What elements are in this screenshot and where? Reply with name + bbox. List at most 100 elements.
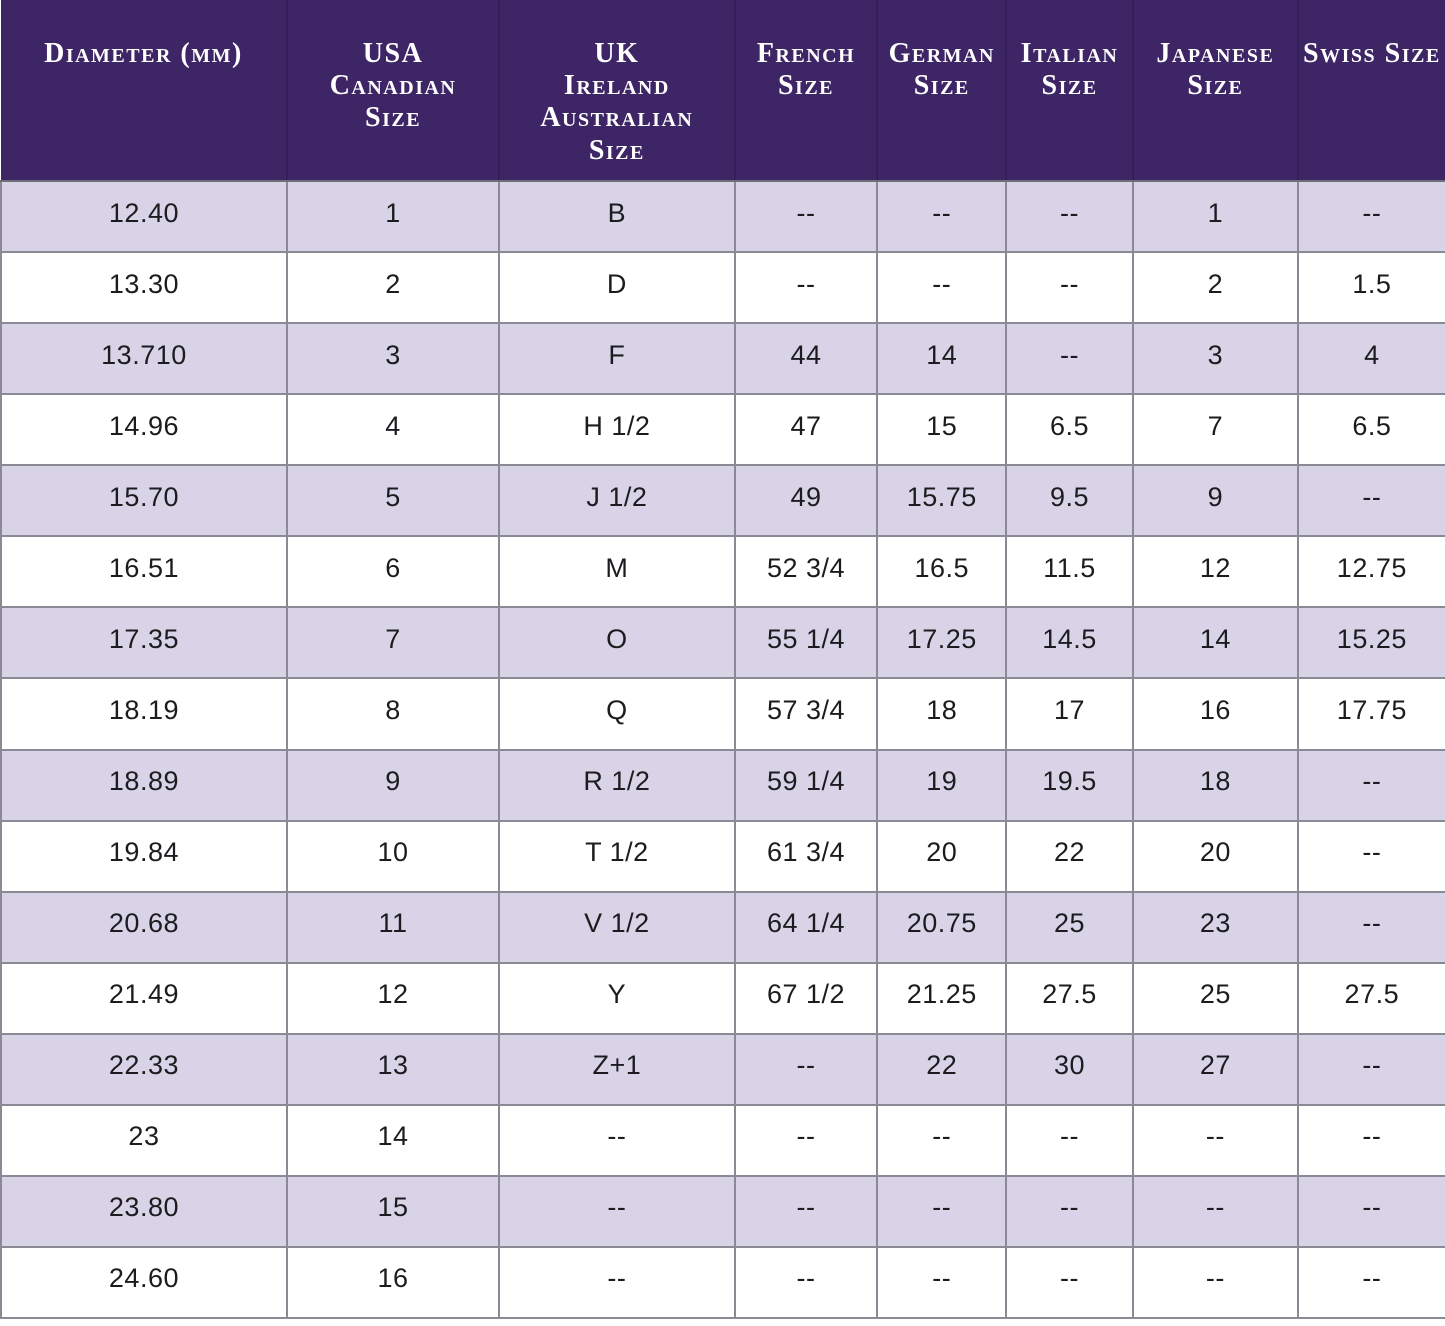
cell-italian: 22 xyxy=(1004,819,1135,893)
cell-usa-canadian: 8 xyxy=(285,677,501,751)
cell-german: -- xyxy=(876,1245,1007,1320)
cell-diameter-mm: 24.60 xyxy=(0,1245,288,1320)
cell-french: -- xyxy=(733,1103,879,1177)
cell-uk-ireland-australian: M xyxy=(498,535,736,609)
cell-french: -- xyxy=(733,1174,879,1248)
cell-japanese: 7 xyxy=(1132,393,1299,467)
cell-swiss: 27.5 xyxy=(1296,961,1445,1035)
column-header-swiss: Swiss Size xyxy=(1297,0,1445,182)
cell-italian: -- xyxy=(1004,1103,1135,1177)
cell-diameter-mm: 21.49 xyxy=(0,961,288,1035)
cell-french: 44 xyxy=(733,322,879,396)
table-row: 13.30 2 D -- -- -- 2 1.5 xyxy=(0,251,1445,325)
cell-swiss: -- xyxy=(1296,1032,1445,1106)
cell-german: -- xyxy=(876,179,1007,254)
cell-swiss: -- xyxy=(1296,819,1445,893)
table-row: 19.84 10 T 1/2 61 3/4 20 22 20 -- xyxy=(0,819,1445,893)
cell-italian: 11.5 xyxy=(1004,535,1135,609)
cell-diameter-mm: 22.33 xyxy=(0,1032,288,1106)
table-row: 14.96 4 H 1/2 47 15 6.5 7 6.5 xyxy=(0,393,1445,467)
cell-german: -- xyxy=(876,1103,1007,1177)
cell-french: 52 3/4 xyxy=(733,535,879,609)
cell-japanese: -- xyxy=(1132,1245,1299,1320)
cell-japanese: 27 xyxy=(1132,1032,1299,1106)
cell-swiss: -- xyxy=(1296,1245,1445,1320)
table-row: 13.710 3 F 44 14 -- 3 4 xyxy=(0,322,1445,396)
table-row: 24.60 16 -- -- -- -- -- -- xyxy=(0,1245,1445,1320)
cell-usa-canadian: 5 xyxy=(285,464,501,538)
cell-french: 64 1/4 xyxy=(733,890,879,964)
cell-diameter-mm: 12.40 xyxy=(0,179,288,254)
cell-diameter-mm: 23 xyxy=(0,1103,288,1177)
cell-french: 49 xyxy=(733,464,879,538)
cell-usa-canadian: 6 xyxy=(285,535,501,609)
cell-uk-ireland-australian: D xyxy=(498,251,736,325)
table-row: 12.40 1 B -- -- -- 1 -- xyxy=(0,179,1445,254)
cell-french: 67 1/2 xyxy=(733,961,879,1035)
cell-italian: 9.5 xyxy=(1004,464,1135,538)
cell-german: 15 xyxy=(876,393,1007,467)
cell-german: 18 xyxy=(876,677,1007,751)
cell-usa-canadian: 16 xyxy=(285,1245,501,1320)
cell-uk-ireland-australian: F xyxy=(498,322,736,396)
cell-uk-ireland-australian: -- xyxy=(498,1174,736,1248)
cell-italian: 25 xyxy=(1004,890,1135,964)
cell-usa-canadian: 11 xyxy=(285,890,501,964)
column-header-japanese: Japanese Size xyxy=(1133,0,1299,182)
cell-swiss: -- xyxy=(1296,1103,1445,1177)
cell-uk-ireland-australian: B xyxy=(498,179,736,254)
cell-diameter-mm: 14.96 xyxy=(0,393,288,467)
cell-uk-ireland-australian: T 1/2 xyxy=(498,819,736,893)
table-row: 18.89 9 R 1/2 59 1/4 19 19.5 18 -- xyxy=(0,748,1445,822)
cell-japanese: 3 xyxy=(1132,322,1299,396)
cell-italian: 17 xyxy=(1004,677,1135,751)
cell-french: 47 xyxy=(733,393,879,467)
cell-uk-ireland-australian: O xyxy=(498,606,736,680)
table-row: 23.80 15 -- -- -- -- -- -- xyxy=(0,1174,1445,1248)
cell-french: -- xyxy=(733,1245,879,1320)
cell-german: 16.5 xyxy=(876,535,1007,609)
cell-uk-ireland-australian: Y xyxy=(498,961,736,1035)
cell-french: 55 1/4 xyxy=(733,606,879,680)
column-header-german: German Size xyxy=(877,0,1007,182)
cell-german: 19 xyxy=(876,748,1007,822)
cell-german: 14 xyxy=(876,322,1007,396)
cell-swiss: 17.75 xyxy=(1296,677,1445,751)
table-body: 12.40 1 B -- -- -- 1 -- 13.30 2 D -- -- -- 2 1.5 13.710 3… xyxy=(0,179,1445,1320)
cell-swiss: 12.75 xyxy=(1296,535,1445,609)
cell-japanese: -- xyxy=(1132,1103,1299,1177)
table-row: 17.35 7 O 55 1/4 17.25 14.5 14 15.25 xyxy=(0,606,1445,680)
cell-diameter-mm: 18.89 xyxy=(0,748,288,822)
table-row: 21.49 12 Y 67 1/2 21.25 27.5 25 27.5 xyxy=(0,961,1445,1035)
cell-german: 21.25 xyxy=(876,961,1007,1035)
cell-italian: -- xyxy=(1004,1174,1135,1248)
cell-german: 15.75 xyxy=(876,464,1007,538)
cell-french: 57 3/4 xyxy=(733,677,879,751)
cell-italian: -- xyxy=(1004,1245,1135,1320)
cell-italian: 19.5 xyxy=(1004,748,1135,822)
column-header-italian: Italian Size xyxy=(1006,0,1135,182)
table-row: 23 14 -- -- -- -- -- -- xyxy=(0,1103,1445,1177)
cell-japanese: 2 xyxy=(1132,251,1299,325)
cell-usa-canadian: 2 xyxy=(285,251,501,325)
cell-usa-canadian: 7 xyxy=(285,606,501,680)
cell-french: -- xyxy=(733,1032,879,1106)
cell-uk-ireland-australian: R 1/2 xyxy=(498,748,736,822)
cell-uk-ireland-australian: -- xyxy=(498,1103,736,1177)
cell-usa-canadian: 15 xyxy=(285,1174,501,1248)
cell-swiss: 6.5 xyxy=(1296,393,1445,467)
cell-swiss: 4 xyxy=(1296,322,1445,396)
column-header-uk-ireland-australian: UK Ireland Australian Size xyxy=(499,0,736,182)
cell-usa-canadian: 14 xyxy=(285,1103,501,1177)
cell-uk-ireland-australian: H 1/2 xyxy=(498,393,736,467)
cell-japanese: 1 xyxy=(1132,179,1299,254)
cell-uk-ireland-australian: -- xyxy=(498,1245,736,1320)
cell-german: 22 xyxy=(876,1032,1007,1106)
table-row: 18.19 8 Q 57 3/4 18 17 16 17.75 xyxy=(0,677,1445,751)
cell-german: 17.25 xyxy=(876,606,1007,680)
cell-uk-ireland-australian: Q xyxy=(498,677,736,751)
table-row: 16.51 6 M 52 3/4 16.5 11.5 12 12.75 xyxy=(0,535,1445,609)
table-header: Diameter (mm) USA Canadian Size UK Irela… xyxy=(1,0,1445,182)
cell-german: -- xyxy=(876,251,1007,325)
